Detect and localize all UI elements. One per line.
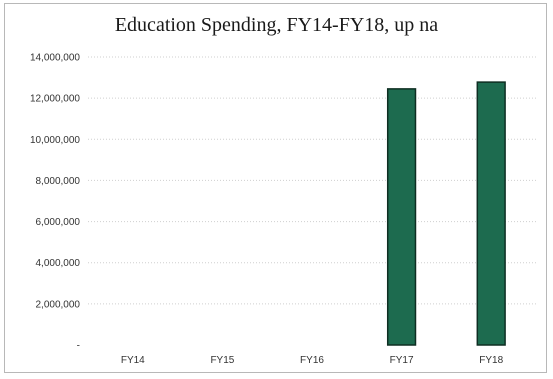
chart-frame xyxy=(4,3,547,373)
chart-title: Education Spending, FY14-FY18, up na xyxy=(114,14,439,36)
y-axis-ticks: - 2,000,000 4,000,000 6,000,000 8,000,000 10,… xyxy=(30,53,80,352)
x-tick-label: FY16 xyxy=(300,355,324,366)
bar-fy17 xyxy=(386,88,417,346)
y-tick-label: 12,000,000 xyxy=(30,94,80,105)
bar-fy18 xyxy=(476,81,506,346)
y-tick-label: 10,000,000 xyxy=(30,135,80,146)
y-tick-label: 6,000,000 xyxy=(36,217,81,228)
x-tick-label: FY17 xyxy=(390,355,414,366)
x-tick-label: FY18 xyxy=(479,355,503,366)
y-tick-label: 4,000,000 xyxy=(36,258,81,269)
x-tick-label: FY14 xyxy=(121,355,145,366)
y-tick-label: 2,000,000 xyxy=(36,299,81,310)
bars xyxy=(386,81,506,346)
y-tick-label: 8,000,000 xyxy=(36,176,81,187)
x-tick-label: FY15 xyxy=(210,355,234,366)
grid-layer xyxy=(88,56,536,305)
y-tick-label: 14,000,000 xyxy=(30,53,80,64)
y-tick-label: - xyxy=(77,341,80,352)
x-axis-ticks: FY14 FY15 FY16 FY17 FY18 xyxy=(121,355,504,366)
